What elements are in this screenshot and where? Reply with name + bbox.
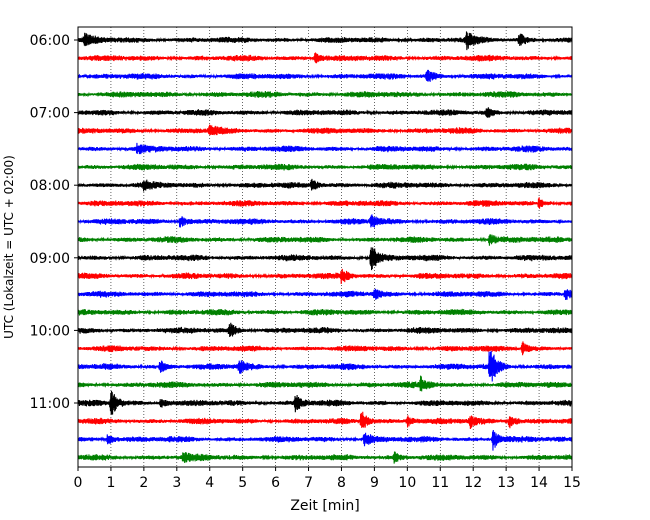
- grid-lines: [110, 27, 540, 467]
- seismic-trace: [77, 124, 573, 136]
- seismic-trace: [77, 247, 573, 271]
- seismic-trace: [77, 288, 573, 301]
- x-tick-label: 13: [497, 475, 515, 491]
- x-tick-label: 8: [337, 475, 346, 491]
- x-tick-label: 3: [172, 475, 181, 491]
- x-tick-label: 12: [464, 475, 482, 491]
- x-tick-label: 4: [205, 475, 214, 491]
- y-tick-label: 10:00: [30, 323, 70, 339]
- seismic-trace: [77, 451, 573, 464]
- y-tick-label: 06:00: [30, 33, 70, 49]
- seismic-trace: [77, 308, 573, 316]
- x-tick-label: 9: [370, 475, 379, 491]
- x-tick-label: 6: [271, 475, 280, 491]
- seismic-trace: [77, 69, 573, 82]
- x-tick-label: 0: [74, 475, 83, 491]
- x-tick-label: 11: [431, 475, 449, 491]
- seismic-trace: [77, 234, 573, 246]
- y-tick-label: 07:00: [30, 106, 70, 122]
- seismic-trace: [77, 197, 573, 209]
- seismic-trace: [77, 390, 573, 415]
- seismic-trace: [77, 430, 573, 451]
- seismic-traces: [77, 31, 573, 464]
- x-tick-label: 2: [139, 475, 148, 491]
- seismic-trace: [77, 341, 573, 356]
- y-tick-label: 11:00: [30, 396, 70, 412]
- y-tick-label: 08:00: [30, 178, 70, 194]
- x-tick-label: 10: [398, 475, 416, 491]
- seismic-trace: [77, 322, 573, 338]
- y-axis-label: UTC (Lokalzeit = UTC + 02:00): [2, 155, 16, 339]
- x-axis-ticks: 0 1 2 3 4 5 6 7 8 9 10 11 12 13 14 15: [74, 467, 581, 491]
- seismic-trace: [77, 375, 573, 392]
- seismic-trace: [77, 163, 573, 171]
- y-axis-ticks: 06:00 07:00 08:00 09:00 10:00 11:00: [30, 33, 78, 412]
- x-axis-label: Zeit [min]: [290, 498, 359, 514]
- y-tick-label: 09:00: [30, 251, 70, 267]
- x-tick-label: 5: [238, 475, 247, 491]
- plot-frame: [77, 26, 573, 468]
- seismic-trace: [77, 107, 573, 118]
- x-tick-label: 1: [106, 475, 115, 491]
- x-tick-label: 14: [530, 475, 548, 491]
- seismic-trace: [77, 268, 573, 284]
- seismic-trace: [77, 214, 573, 228]
- seismic-trace: [77, 178, 573, 192]
- seismic-trace: [77, 351, 573, 382]
- x-tick-label: 7: [304, 475, 313, 491]
- seismic-trace: [77, 52, 573, 64]
- seismic-trace: [77, 142, 573, 155]
- x-tick-label: 15: [563, 475, 581, 491]
- seismic-trace: [77, 411, 573, 430]
- seismic-trace: [77, 31, 573, 51]
- seismic-trace: [77, 90, 573, 98]
